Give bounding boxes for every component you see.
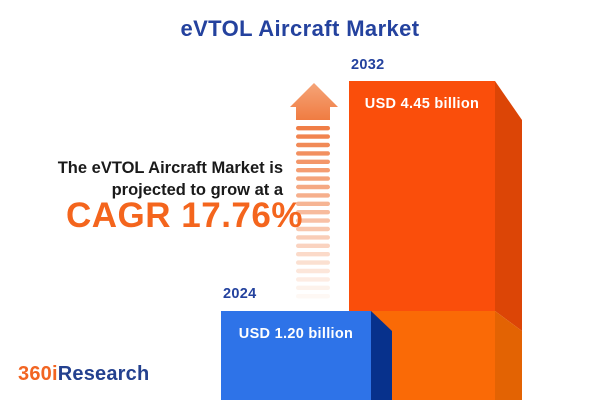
bar-2024-value-label: USD 1.20 billion xyxy=(238,326,354,342)
bar-2024-front xyxy=(221,311,371,400)
arrow-head xyxy=(290,83,338,120)
brand-logo: 360iResearch xyxy=(18,363,149,386)
bar-2032-side-3d xyxy=(495,81,522,400)
bar-2032-front-upper xyxy=(349,81,495,311)
bar-2024-side-face xyxy=(371,311,392,400)
growth-arrow-icon xyxy=(290,83,338,299)
year-label-2024: 2024 xyxy=(223,286,257,302)
tagline-line1: The eVTOL Aircraft Market is xyxy=(57,159,283,177)
page-title: eVTOL Aircraft Market xyxy=(180,16,420,41)
cagr-value: CAGR 17.76% xyxy=(66,196,303,235)
year-label-2032: 2032 xyxy=(351,57,385,73)
bar-2024-side-3d xyxy=(371,311,392,400)
tagline-line2: projected to grow at a xyxy=(111,181,283,200)
tagline-text: The eVTOL Aircraft Market is projected t… xyxy=(58,157,283,202)
bar-2032-side-lower-face xyxy=(495,311,522,400)
brand-logo-research: Research xyxy=(57,363,150,385)
brand-logo-360i: 360i xyxy=(18,363,58,385)
arrow-stripes xyxy=(296,126,330,299)
bar-2032-value-label: USD 4.45 billion xyxy=(364,96,480,112)
bar-2032-side-upper-face xyxy=(495,81,522,331)
